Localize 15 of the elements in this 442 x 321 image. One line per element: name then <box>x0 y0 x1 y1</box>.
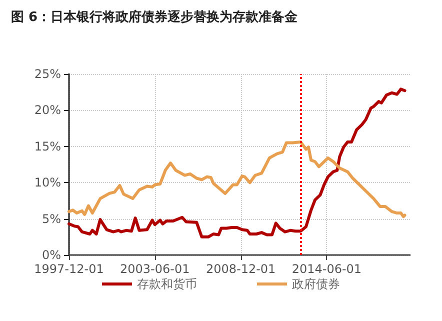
line-series <box>68 88 406 238</box>
y-tick-label: 5% <box>42 212 61 226</box>
x-tick-label: 2003-06-01 <box>120 262 190 276</box>
y-tick-label: 15% <box>34 139 61 154</box>
x-tick-label: 2014-06-01 <box>292 262 362 276</box>
y-tick-label: 0% <box>42 248 61 262</box>
chart-title: 图 6：日本银行将政府债券逐步替换为存款准备金 <box>11 9 299 25</box>
y-tick-label: 10% <box>34 176 61 190</box>
legend-label: 存款和货币 <box>137 277 197 291</box>
line-series <box>68 140 406 218</box>
x-tick-label: 1997-12-01 <box>34 262 104 276</box>
x-tick-label: 2008-12-01 <box>206 262 276 276</box>
legend-label: 政府债券 <box>292 277 340 291</box>
y-tick-label: 25% <box>34 67 61 81</box>
y-tick-label: 20% <box>34 103 61 118</box>
